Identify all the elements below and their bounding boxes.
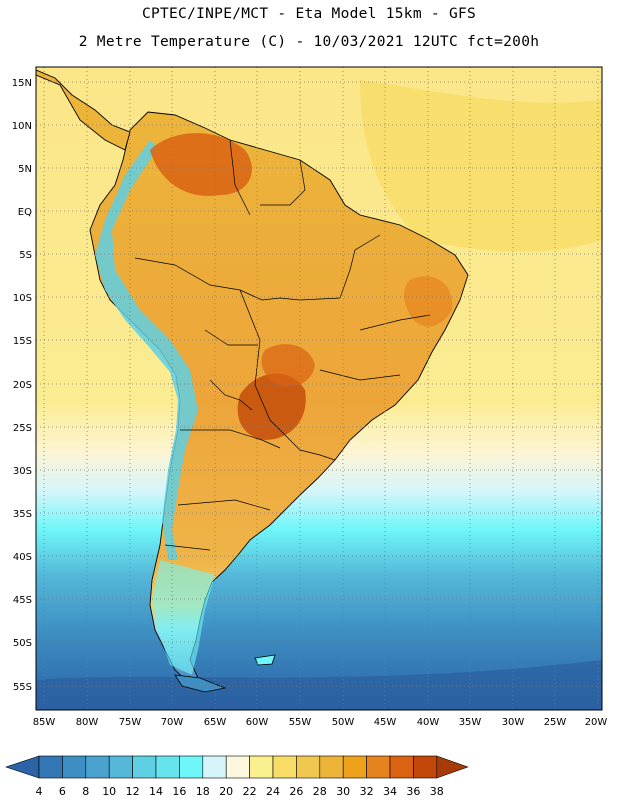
central-america-landmass	[36, 69, 131, 151]
colorbar-swatch	[319, 755, 344, 779]
lon-label-80w: 80W	[76, 717, 99, 728]
colorbar-swatch	[272, 755, 297, 779]
lat-label-35s: 35S	[13, 509, 32, 520]
lon-label-50w: 50W	[332, 717, 355, 728]
colorbar-label: 4	[36, 785, 43, 798]
colorbar-swatch	[155, 755, 180, 779]
lon-label-85w: 85W	[33, 717, 56, 728]
colorbar-swatch	[366, 755, 391, 779]
colorbar-label: 38	[430, 785, 444, 798]
colorbar-swatch	[108, 755, 133, 779]
warm-atlantic-patch	[360, 80, 602, 252]
colorbar-label: 12	[126, 785, 140, 798]
colorbar-swatch	[38, 755, 63, 779]
lat-label-30s: 30S	[13, 466, 32, 477]
colorbar-label: 32	[360, 785, 374, 798]
colorbar-swatch	[132, 755, 157, 779]
colorbar-label: 10	[102, 785, 116, 798]
lat-label-25s: 25S	[13, 423, 32, 434]
lon-label-35w: 35W	[459, 717, 482, 728]
lon-label-30w: 30W	[502, 717, 525, 728]
colorbar-label: 30	[336, 785, 350, 798]
colorbar-swatch	[389, 755, 414, 779]
hot-spot-mato-grosso	[261, 344, 315, 387]
colorbar-label: 28	[313, 785, 327, 798]
lat-label-10n: 10N	[12, 121, 32, 132]
lat-label-50s: 50S	[13, 638, 32, 649]
colorbar-swatch	[202, 755, 227, 779]
colorbar-label: 26	[289, 785, 303, 798]
colorbar-label: 14	[149, 785, 163, 798]
colorbar-swatch	[342, 755, 367, 779]
colorbar-swatch	[85, 755, 110, 779]
colorbar: 4 6 8 10 12 14 16 18 20 22 24 26 28 30 32 34 36 38	[5, 755, 469, 798]
colorbar-label: 20	[219, 785, 233, 798]
lon-axis: 85W 80W 75W 70W 65W 60W 55W 50W 45W 40W …	[33, 717, 608, 728]
colorbar-label: 22	[243, 785, 257, 798]
lon-label-45w: 45W	[374, 717, 397, 728]
colorbar-label: 16	[172, 785, 186, 798]
lat-label-55s: 55S	[13, 682, 32, 693]
lat-label-40s: 40S	[13, 552, 32, 563]
colorbar-label: 8	[82, 785, 89, 798]
lon-label-70w: 70W	[161, 717, 184, 728]
cold-southern-band	[36, 660, 602, 710]
country-borders	[134, 139, 431, 551]
lat-label-5s: 5S	[19, 250, 32, 261]
lon-label-20w: 20W	[585, 717, 608, 728]
falkland-islands	[254, 654, 276, 666]
colorbar-label: 18	[196, 785, 210, 798]
colorbar-swatch	[225, 755, 250, 779]
chart-title-line1: CPTEC/INPE/MCT - Eta Model 15km - GFS	[141, 6, 477, 22]
tierra-del-fuego	[174, 674, 227, 693]
hot-spot-chaco	[237, 373, 306, 440]
colorbar-swatch	[413, 755, 438, 779]
lat-label-15s: 15S	[13, 336, 32, 347]
colorbar-swatch	[249, 755, 274, 779]
lon-label-40w: 40W	[417, 717, 440, 728]
lat-label-20s: 20S	[13, 380, 32, 391]
colorbar-label: 6	[59, 785, 66, 798]
lon-label-65w: 65W	[204, 717, 227, 728]
colorbar-arrow-high	[436, 755, 469, 779]
lon-label-25w: 25W	[544, 717, 567, 728]
lat-label-10s: 10S	[13, 293, 32, 304]
lat-label-45s: 45S	[13, 595, 32, 606]
colorbar-label: 36	[406, 785, 420, 798]
lon-label-60w: 60W	[246, 717, 269, 728]
colorbar-arrow-low	[5, 755, 40, 779]
lon-label-55w: 55W	[289, 717, 312, 728]
map-frame	[35, 66, 603, 711]
colorbar-swatch	[179, 755, 204, 779]
lat-label-eq: EQ	[18, 207, 32, 218]
chart-title-line2: 2 Metre Temperature (C) - 10/03/2021 12U…	[78, 34, 540, 50]
colorbar-swatch	[62, 755, 87, 779]
colorbar-label: 24	[266, 785, 280, 798]
colorbar-label: 34	[383, 785, 397, 798]
lat-label-15n: 15N	[12, 78, 32, 89]
colorbar-swatch	[296, 755, 321, 779]
hot-spot-venezuela	[150, 133, 252, 196]
lat-label-5n: 5N	[18, 164, 32, 175]
lat-axis: 15N 10N 5N EQ 5S 10S 15S 20S 25S 30S 35S…	[12, 78, 32, 693]
patagonia-cool-field	[152, 560, 215, 675]
hot-spot-northeast	[404, 276, 453, 327]
lon-label-75w: 75W	[119, 717, 142, 728]
